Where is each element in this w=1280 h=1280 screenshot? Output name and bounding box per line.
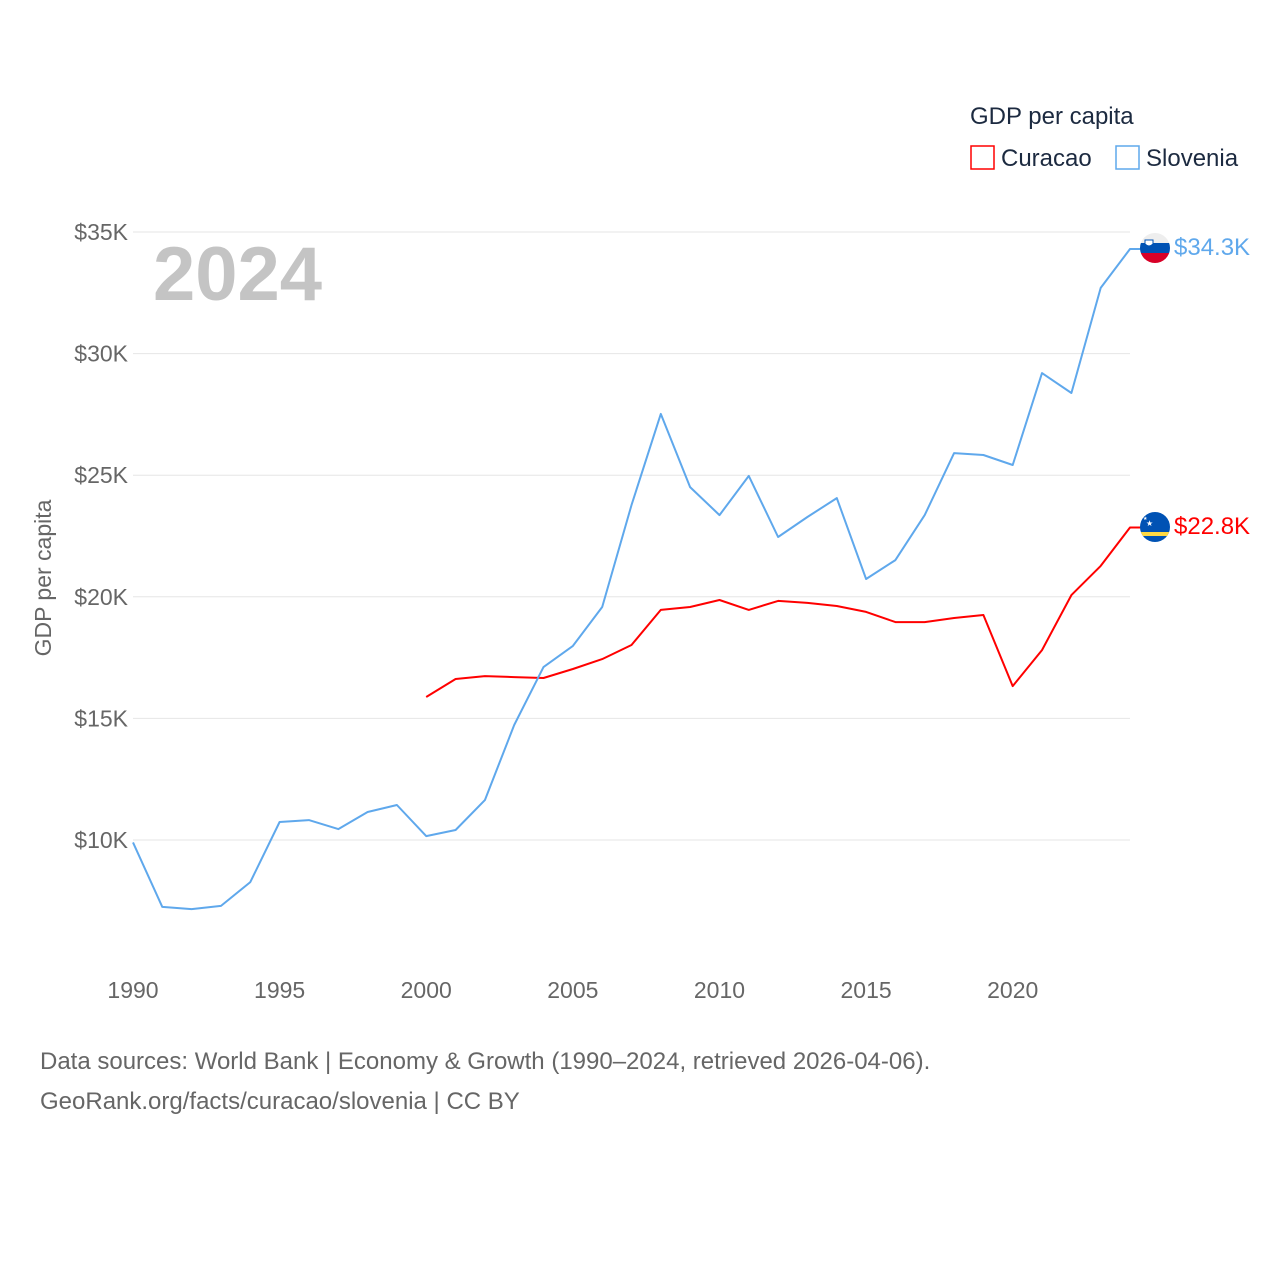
end-label-curacao: $22.8K [1174,513,1250,540]
x-tick-label: 2010 [694,977,745,1003]
curacao-flag-icon: ★ ★ [1140,512,1170,542]
attribution-text: GeoRank.org/facts/curacao/slovenia | CC … [40,1088,520,1115]
legend-label-curacao: Curacao [1001,145,1092,172]
legend: GDP per capita Curacao Slovenia [970,103,1239,172]
x-axis-ticks: 1990 1995 2000 2005 2010 2015 2020 [107,977,1038,1003]
y-tick-label: $35K [74,219,128,245]
x-tick-label: 2015 [841,977,892,1003]
legend-label-slovenia: Slovenia [1146,145,1239,172]
x-tick-label: 1995 [254,977,305,1003]
y-axis-label: GDP per capita [30,499,56,656]
footer: Data sources: World Bank | Economy & Gro… [40,1042,930,1122]
series-lines [132,248,1142,911]
svg-text:★: ★ [1143,516,1148,522]
y-tick-label: $20K [74,584,128,610]
data-source-text: Data sources: World Bank | Economy & Gro… [40,1048,931,1075]
y-tick-label: $10K [74,827,128,853]
slovenia-flag-icon [1140,233,1170,263]
x-tick-label: 2020 [987,977,1038,1003]
legend-swatch-slovenia [1115,145,1140,170]
x-tick-label: 1990 [107,977,158,1003]
year-overlay: 2024 [153,232,322,317]
legend-swatch-curacao [970,145,995,170]
y-tick-label: $25K [74,462,128,488]
series-line-slovenia [132,248,1142,911]
series-line-curacao [425,526,1142,698]
y-tick-label: $15K [74,705,128,731]
x-tick-label: 2000 [401,977,452,1003]
legend-title: GDP per capita [970,103,1134,130]
gdp-chart: $10K $15K $20K $25K $30K $35K 1990 1995 2000 200… [30,103,1250,1003]
gridlines [133,231,1130,841]
y-tick-label: $30K [74,341,128,367]
svg-text:★: ★ [1146,519,1153,528]
y-axis-ticks: $10K $15K $20K $25K $30K $35K [74,219,128,853]
x-tick-label: 2005 [547,977,598,1003]
end-label-slovenia: $34.3K [1174,234,1250,261]
